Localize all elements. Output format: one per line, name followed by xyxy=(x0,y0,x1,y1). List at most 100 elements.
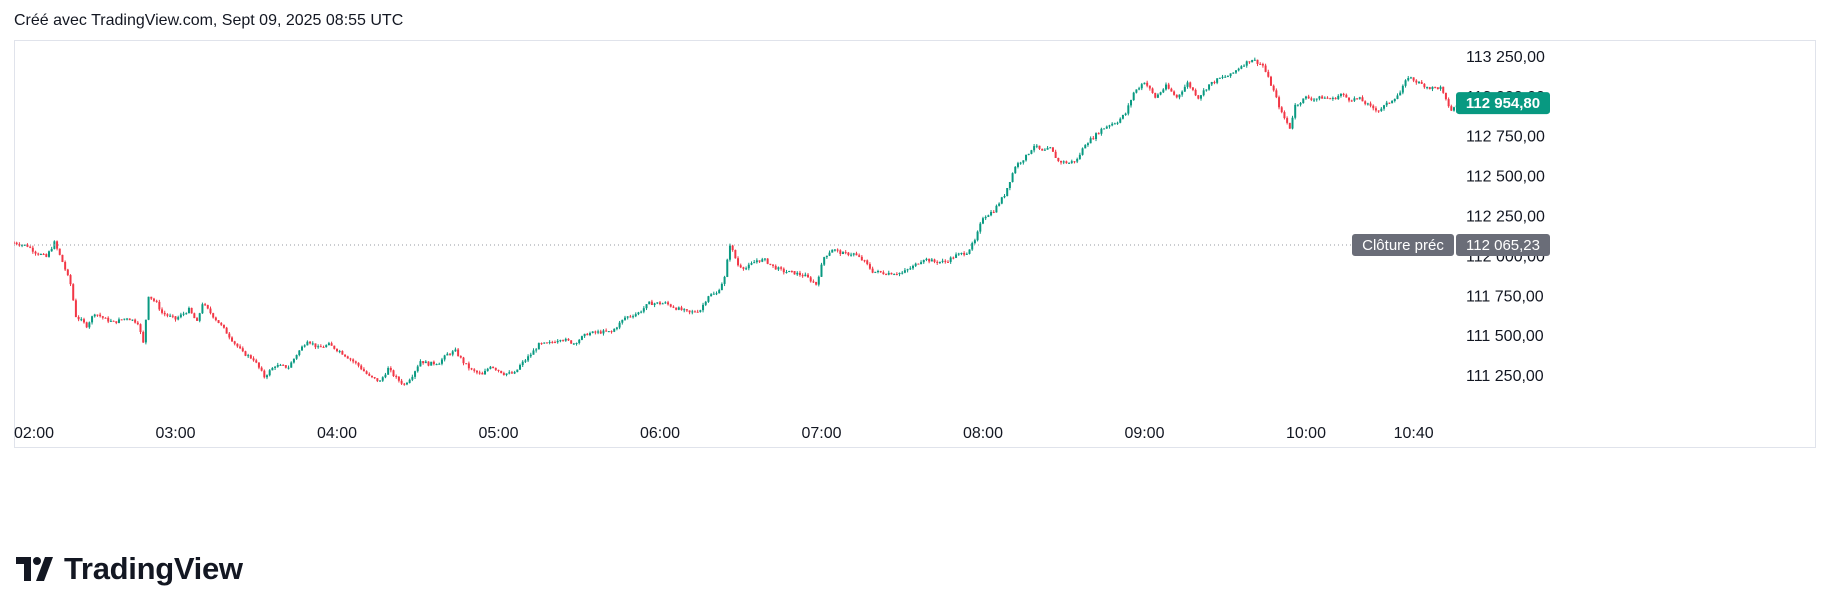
candle-body xyxy=(1216,78,1219,83)
candle-body xyxy=(1264,65,1267,72)
candle-body xyxy=(397,376,400,381)
candle-body xyxy=(1132,92,1135,101)
candle-body xyxy=(155,300,158,302)
candle-body xyxy=(1431,86,1434,90)
candle-body xyxy=(279,364,282,366)
candle-body xyxy=(1003,196,1006,198)
candle-body xyxy=(1197,95,1200,99)
candle-body xyxy=(766,258,769,264)
candle-body xyxy=(287,367,290,369)
candle-body xyxy=(559,340,562,342)
candle-body xyxy=(1000,197,1003,204)
candle-body xyxy=(1154,92,1157,98)
candle-body xyxy=(1097,133,1100,135)
candle-body xyxy=(785,272,788,274)
candle-body xyxy=(255,360,258,363)
candle-body xyxy=(1243,65,1246,67)
candle-body xyxy=(1385,102,1388,106)
candle-body xyxy=(992,211,995,213)
candle-body xyxy=(271,367,274,371)
candle-body xyxy=(742,267,745,269)
candle-body xyxy=(946,261,949,263)
x-tick-label: 02:00 xyxy=(14,425,54,442)
candle-body xyxy=(163,312,166,315)
candle-body xyxy=(338,351,341,353)
candle-body xyxy=(696,311,699,313)
candle-body xyxy=(182,313,185,315)
candle-body xyxy=(432,361,435,365)
candle-body xyxy=(704,301,707,305)
candle-body xyxy=(131,319,134,321)
chart-border xyxy=(14,40,1816,448)
candle-body xyxy=(1062,161,1065,163)
candle-body xyxy=(1146,82,1149,86)
candle-body xyxy=(613,328,616,332)
candle-body xyxy=(502,373,505,375)
candle-body xyxy=(1151,88,1154,93)
candle-body xyxy=(1259,63,1262,65)
candle-body xyxy=(898,272,901,275)
candle-body xyxy=(381,377,384,381)
candle-body xyxy=(890,272,893,275)
prev-close-value: 112 065,23 xyxy=(1466,237,1540,254)
candle-body xyxy=(632,316,635,318)
candle-body xyxy=(1035,145,1038,147)
candle-body xyxy=(257,362,260,368)
candle-body xyxy=(317,346,320,348)
candle-body xyxy=(823,257,826,265)
candle-body xyxy=(107,317,110,322)
candle-body xyxy=(535,349,538,351)
candle-body xyxy=(1041,148,1044,151)
candle-body xyxy=(1060,160,1063,163)
candle-body xyxy=(370,375,373,378)
candle-body xyxy=(236,343,239,347)
candle-body xyxy=(50,248,53,252)
candle-body xyxy=(1415,80,1418,83)
candle-body xyxy=(720,283,723,291)
candle-body xyxy=(1302,98,1305,104)
candle-body xyxy=(1388,102,1391,104)
candle-body xyxy=(597,331,600,333)
candle-body xyxy=(1442,86,1445,93)
candle-body xyxy=(809,277,812,282)
candle-body xyxy=(66,269,69,276)
candle-body xyxy=(1124,113,1127,115)
candle-body xyxy=(925,258,928,260)
candle-body xyxy=(1229,73,1232,77)
candle-body xyxy=(422,361,425,364)
candle-body xyxy=(532,350,535,355)
candle-body xyxy=(222,324,225,328)
candle-body xyxy=(187,307,190,314)
candle-body xyxy=(575,343,578,345)
candle-body xyxy=(1348,97,1351,101)
candle-body xyxy=(677,307,680,310)
chart-container[interactable]: 111 250,00 111 500,00 111 750,00 112 000,00… xyxy=(13,40,1816,520)
candle-body xyxy=(1409,77,1412,79)
candle-body xyxy=(1288,122,1291,129)
x-tick-label: 05:00 xyxy=(478,425,518,442)
candle-body xyxy=(774,265,777,270)
candle-body xyxy=(462,357,465,364)
candle-body xyxy=(1135,89,1138,93)
candle-body xyxy=(1232,72,1235,74)
candle-body xyxy=(747,264,750,269)
candle-body xyxy=(201,304,204,314)
candle-body xyxy=(836,249,839,251)
candle-body xyxy=(564,338,567,341)
candle-body xyxy=(685,309,688,311)
candle-body xyxy=(486,368,489,371)
tradingview-logo[interactable]: TradingView xyxy=(16,551,243,586)
last-price-value: 112 954,80 xyxy=(1466,95,1540,112)
candle-body xyxy=(777,267,780,270)
candle-body xyxy=(1073,161,1076,163)
candle-body xyxy=(656,302,659,304)
candle-body xyxy=(909,268,912,270)
candle-body xyxy=(634,314,637,317)
candle-body xyxy=(128,318,131,321)
candle-body xyxy=(1399,92,1402,96)
candle-body xyxy=(61,254,64,262)
candle-body xyxy=(750,263,753,265)
candle-body xyxy=(497,369,500,371)
candle-body xyxy=(1253,59,1256,61)
